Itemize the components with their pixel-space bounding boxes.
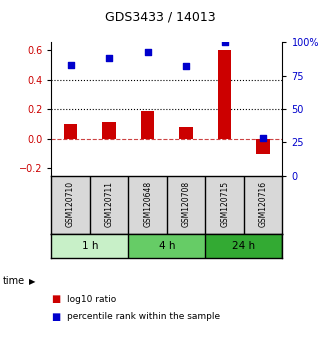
Text: percentile rank within the sample: percentile rank within the sample (67, 312, 221, 321)
Bar (205, 234, 282, 258)
Bar (218, 50, 231, 139)
Bar (102, 122, 116, 139)
Point (222, 40, 227, 45)
Point (261, 136, 266, 141)
Text: ■: ■ (51, 312, 61, 322)
Bar (141, 110, 154, 139)
Text: GSM120708: GSM120708 (182, 181, 191, 227)
Point (107, 56, 112, 61)
Text: ■: ■ (51, 294, 61, 304)
Text: GSM120716: GSM120716 (259, 181, 268, 227)
Bar (128, 234, 205, 258)
Point (184, 64, 189, 69)
Bar (51, 234, 128, 258)
Text: GDS3433 / 14013: GDS3433 / 14013 (105, 10, 216, 23)
Text: GSM120715: GSM120715 (220, 181, 229, 227)
Text: GSM120710: GSM120710 (66, 181, 75, 227)
Text: 24 h: 24 h (232, 241, 256, 251)
Point (145, 49, 150, 55)
Bar (256, 139, 270, 154)
Point (68, 62, 73, 68)
Bar (179, 127, 193, 139)
Text: 1 h: 1 h (82, 241, 98, 251)
Text: log10 ratio: log10 ratio (67, 295, 117, 304)
Text: ▶: ▶ (29, 277, 35, 286)
Bar (64, 124, 77, 139)
Text: GSM120648: GSM120648 (143, 181, 152, 227)
Text: time: time (3, 276, 25, 286)
Text: 4 h: 4 h (159, 241, 175, 251)
Text: GSM120711: GSM120711 (105, 181, 114, 227)
